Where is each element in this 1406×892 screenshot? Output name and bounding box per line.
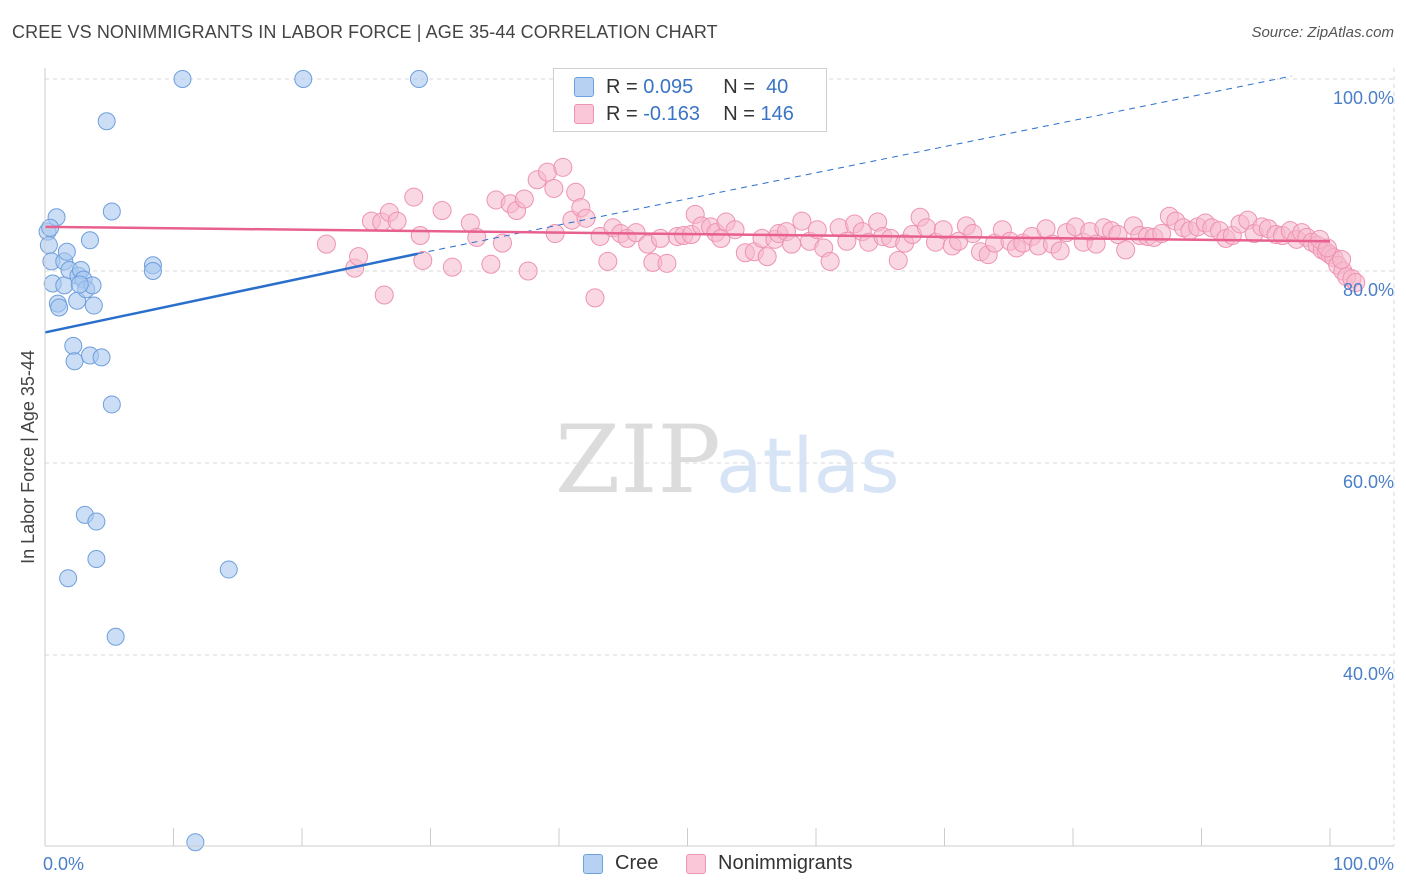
cree-point <box>409 70 428 88</box>
y-tick-label: 40.0% <box>1343 664 1394 684</box>
legend-item-nonimmigrants: Nonimmigrants <box>686 852 852 875</box>
nonimmigrants-point <box>1116 240 1136 260</box>
legend-label-cree: Cree <box>615 852 659 874</box>
legend-n-label: N = <box>723 75 755 98</box>
cree-point <box>106 627 125 646</box>
legend-r-label: R = <box>606 102 638 125</box>
source-label: Source: ZipAtlas.com <box>1251 24 1394 41</box>
nonimmigrants-point <box>657 253 677 273</box>
cree-point <box>50 298 69 317</box>
nonimmigrants-point <box>553 157 573 177</box>
cree-point <box>102 202 121 221</box>
nonimmigrants-point <box>963 224 983 244</box>
nonimmigrants-point <box>404 187 424 207</box>
cree-point <box>102 395 121 414</box>
nonimmigrants-point <box>1050 241 1070 261</box>
cree-points <box>38 70 428 852</box>
x-tick-label: 100.0% <box>1333 854 1394 874</box>
cree-point <box>64 336 83 355</box>
nonimmigrants-point <box>442 257 462 277</box>
y-tick-label: 60.0% <box>1343 472 1394 492</box>
cree-point <box>186 833 205 852</box>
nonimmigrants-point <box>413 250 433 270</box>
cree-point <box>92 348 111 367</box>
cree-point <box>87 550 106 568</box>
nonimmigrants-swatch <box>686 853 706 874</box>
y-tick-label: 80.0% <box>1343 280 1394 300</box>
legend-label-nonimmigrants: Nonimmigrants <box>718 852 853 874</box>
nonimmigrants-point <box>1332 249 1352 269</box>
cree-point <box>65 352 84 371</box>
cree-point <box>84 296 103 315</box>
nonimmigrants-point <box>725 220 745 240</box>
nonimmigrants-point <box>432 201 452 221</box>
cree-point <box>87 512 106 531</box>
legend-r-label: R = <box>606 75 638 98</box>
legend-n-value: 40 <box>766 75 789 98</box>
cree-swatch <box>583 853 603 874</box>
nonimmigrants-trend-line <box>44 225 1331 243</box>
cree-point <box>219 560 238 579</box>
cree-point <box>294 70 313 88</box>
nonimmigrants-point <box>544 178 564 198</box>
nonimmigrants-point <box>514 189 534 209</box>
cree-point <box>97 112 116 131</box>
chart-title: CREE VS NONIMMIGRANTS IN LABOR FORCE | A… <box>12 22 718 42</box>
nonimmigrants-point <box>820 251 840 271</box>
watermark-atlas: atlas <box>716 421 900 510</box>
nonimmigrants-point <box>782 234 802 254</box>
legend-r-value: -0.163 <box>643 102 700 125</box>
cree-point <box>59 569 78 588</box>
nonimmigrants-point <box>576 208 596 228</box>
nonimmigrants-point <box>888 250 908 270</box>
nonimmigrants-point <box>651 228 671 248</box>
legend-row-nonimmigrants: R = -0.163 N = 146 <box>574 101 794 127</box>
cree-point <box>173 70 192 88</box>
cree-trend-line <box>44 252 418 334</box>
nonimmigrants-point <box>349 247 369 267</box>
legend-n-value: 146 <box>760 102 794 125</box>
nonimmigrants-points <box>316 157 1366 308</box>
nonimmigrants-point <box>316 234 336 254</box>
cree-point <box>70 275 89 294</box>
nonimmigrants-point <box>792 211 812 231</box>
legend-r-value: 0.095 <box>643 75 694 98</box>
y-axis-label: In Labor Force | Age 35-44 <box>18 350 38 564</box>
trend-lines <box>44 75 1331 334</box>
legend-item-cree: Cree <box>583 852 658 875</box>
cree-point <box>57 242 76 261</box>
nonimmigrants-point <box>757 247 777 267</box>
legend-n-label: N = <box>723 102 755 125</box>
series-legend: Cree Nonimmigrants <box>0 852 1406 878</box>
cree-point <box>143 262 162 280</box>
stats-legend: R = 0.095 N = 40 R = -0.163 N = 146 <box>553 68 827 132</box>
cree-point <box>80 231 99 250</box>
nonimmigrants-point <box>598 251 618 271</box>
nonimmigrants-point <box>1317 238 1337 258</box>
y-tick-label: 100.0% <box>1333 88 1394 108</box>
nonimmigrants-point <box>387 211 407 231</box>
nonimmigrants-point <box>374 285 394 305</box>
nonimmigrants-swatch <box>574 104 594 124</box>
cree-swatch <box>574 77 594 97</box>
nonimmigrants-point <box>410 225 430 245</box>
nonimmigrants-point <box>492 233 512 253</box>
watermark: ZIP atlas <box>555 406 900 515</box>
nonimmigrants-point <box>481 254 501 274</box>
nonimmigrants-point <box>518 261 538 281</box>
legend-row-cree: R = 0.095 N = 40 <box>574 74 788 100</box>
nonimmigrants-point <box>1346 273 1366 293</box>
x-tick-label: 0.0% <box>43 854 84 874</box>
cree-trend-extension <box>417 75 1292 255</box>
axes: 100.0% 80.0% 60.0% 40.0% 0.0% 100.0% <box>43 68 1394 874</box>
nonimmigrants-point <box>585 288 605 308</box>
watermark-zip: ZIP <box>555 406 721 515</box>
cree-point <box>39 236 58 255</box>
nonimmigrants-point <box>933 220 953 240</box>
